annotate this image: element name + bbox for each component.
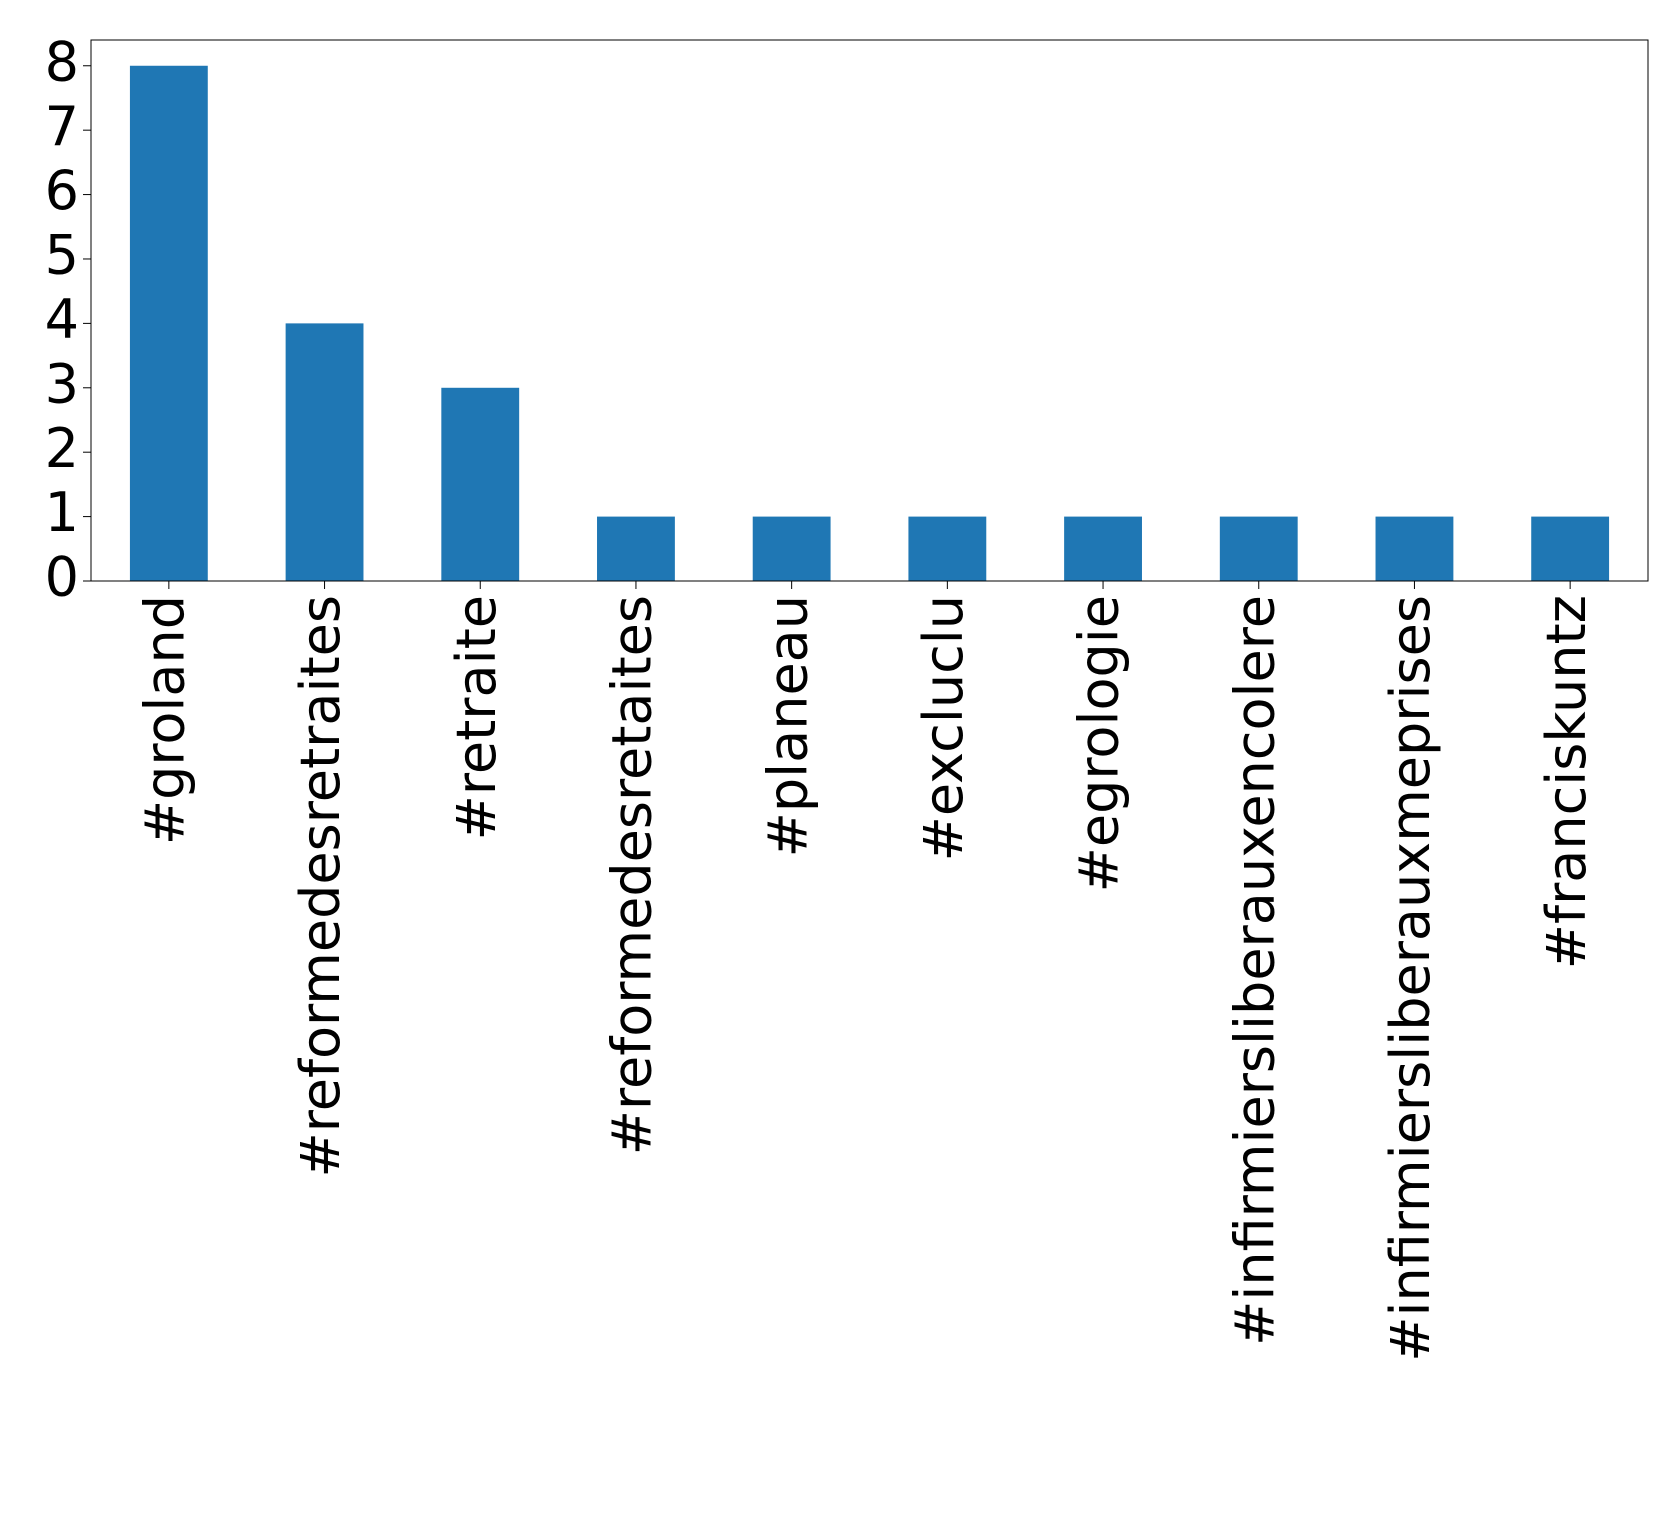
x-tick-label: #excluclu [912, 595, 975, 861]
y-tick-label: 6 [45, 159, 79, 222]
x-tick-label: #reformedesretaites [601, 595, 664, 1155]
y-tick-label: 4 [45, 288, 79, 351]
bar [441, 387, 520, 581]
y-tick-label: 1 [45, 481, 79, 544]
y-tick-label: 0 [45, 546, 79, 609]
x-tick-label: #infirmiersliberauxencolere [1223, 595, 1286, 1346]
y-tick-label: 2 [45, 417, 79, 480]
x-tick-label: #planeau [756, 595, 819, 857]
bar [752, 516, 831, 581]
bar [908, 516, 987, 581]
bar [1064, 516, 1142, 581]
x-tick-label: #infirmiersliberauxmeprises [1379, 595, 1442, 1362]
bar [597, 516, 675, 581]
y-tick-label: 8 [45, 30, 79, 93]
y-tick-label: 3 [45, 352, 79, 415]
x-tick-label: #franciskuntz [1535, 595, 1598, 969]
bar [285, 323, 364, 581]
y-tick-label: 5 [45, 224, 79, 287]
plot-frame [90, 39, 1649, 582]
bar [1375, 516, 1454, 581]
bar [129, 65, 208, 581]
x-tick-label: #groland [133, 595, 196, 845]
x-tick-label: #retraite [445, 595, 508, 840]
bar [1531, 516, 1610, 581]
x-tick-label: #egrologie [1068, 595, 1131, 892]
y-tick-label: 7 [45, 95, 79, 158]
bar [1219, 516, 1298, 581]
x-tick-label: #reformedesretraites [289, 595, 352, 1177]
